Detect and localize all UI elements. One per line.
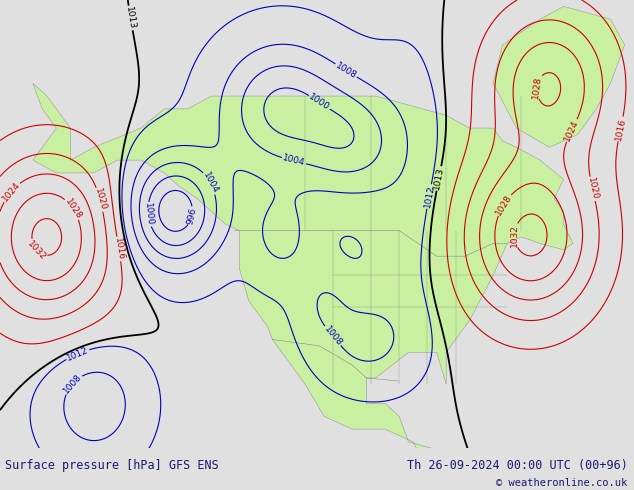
Text: 1008: 1008 <box>322 324 344 347</box>
Text: 1028: 1028 <box>63 196 83 220</box>
Text: Th 26-09-2024 00:00 UTC (00+96): Th 26-09-2024 00:00 UTC (00+96) <box>407 459 628 472</box>
Text: 1028: 1028 <box>494 193 514 217</box>
Text: 1032: 1032 <box>25 239 48 262</box>
Text: 1004: 1004 <box>281 154 306 168</box>
Text: 1000: 1000 <box>143 202 154 226</box>
Text: 1032: 1032 <box>510 224 519 247</box>
Polygon shape <box>33 83 573 490</box>
Text: © weatheronline.co.uk: © weatheronline.co.uk <box>496 478 628 488</box>
Text: 1012: 1012 <box>65 345 90 363</box>
Text: 1013: 1013 <box>432 166 446 191</box>
Text: 1016: 1016 <box>614 117 627 141</box>
Text: 1024: 1024 <box>563 118 581 143</box>
Text: 1020: 1020 <box>93 188 108 212</box>
Text: 1013: 1013 <box>124 6 137 30</box>
Text: 1008: 1008 <box>61 372 84 395</box>
Text: Surface pressure [hPa] GFS ENS: Surface pressure [hPa] GFS ENS <box>5 459 219 472</box>
Text: 1012: 1012 <box>423 184 436 209</box>
Text: 1004: 1004 <box>201 171 220 195</box>
Text: 1008: 1008 <box>334 61 358 80</box>
Text: 1016: 1016 <box>113 237 125 261</box>
Text: 1024: 1024 <box>0 180 22 203</box>
Text: 996: 996 <box>186 206 198 225</box>
Polygon shape <box>493 6 624 147</box>
Text: 1000: 1000 <box>307 92 332 112</box>
Text: 1020: 1020 <box>586 177 599 201</box>
Text: 1028: 1028 <box>531 75 543 99</box>
